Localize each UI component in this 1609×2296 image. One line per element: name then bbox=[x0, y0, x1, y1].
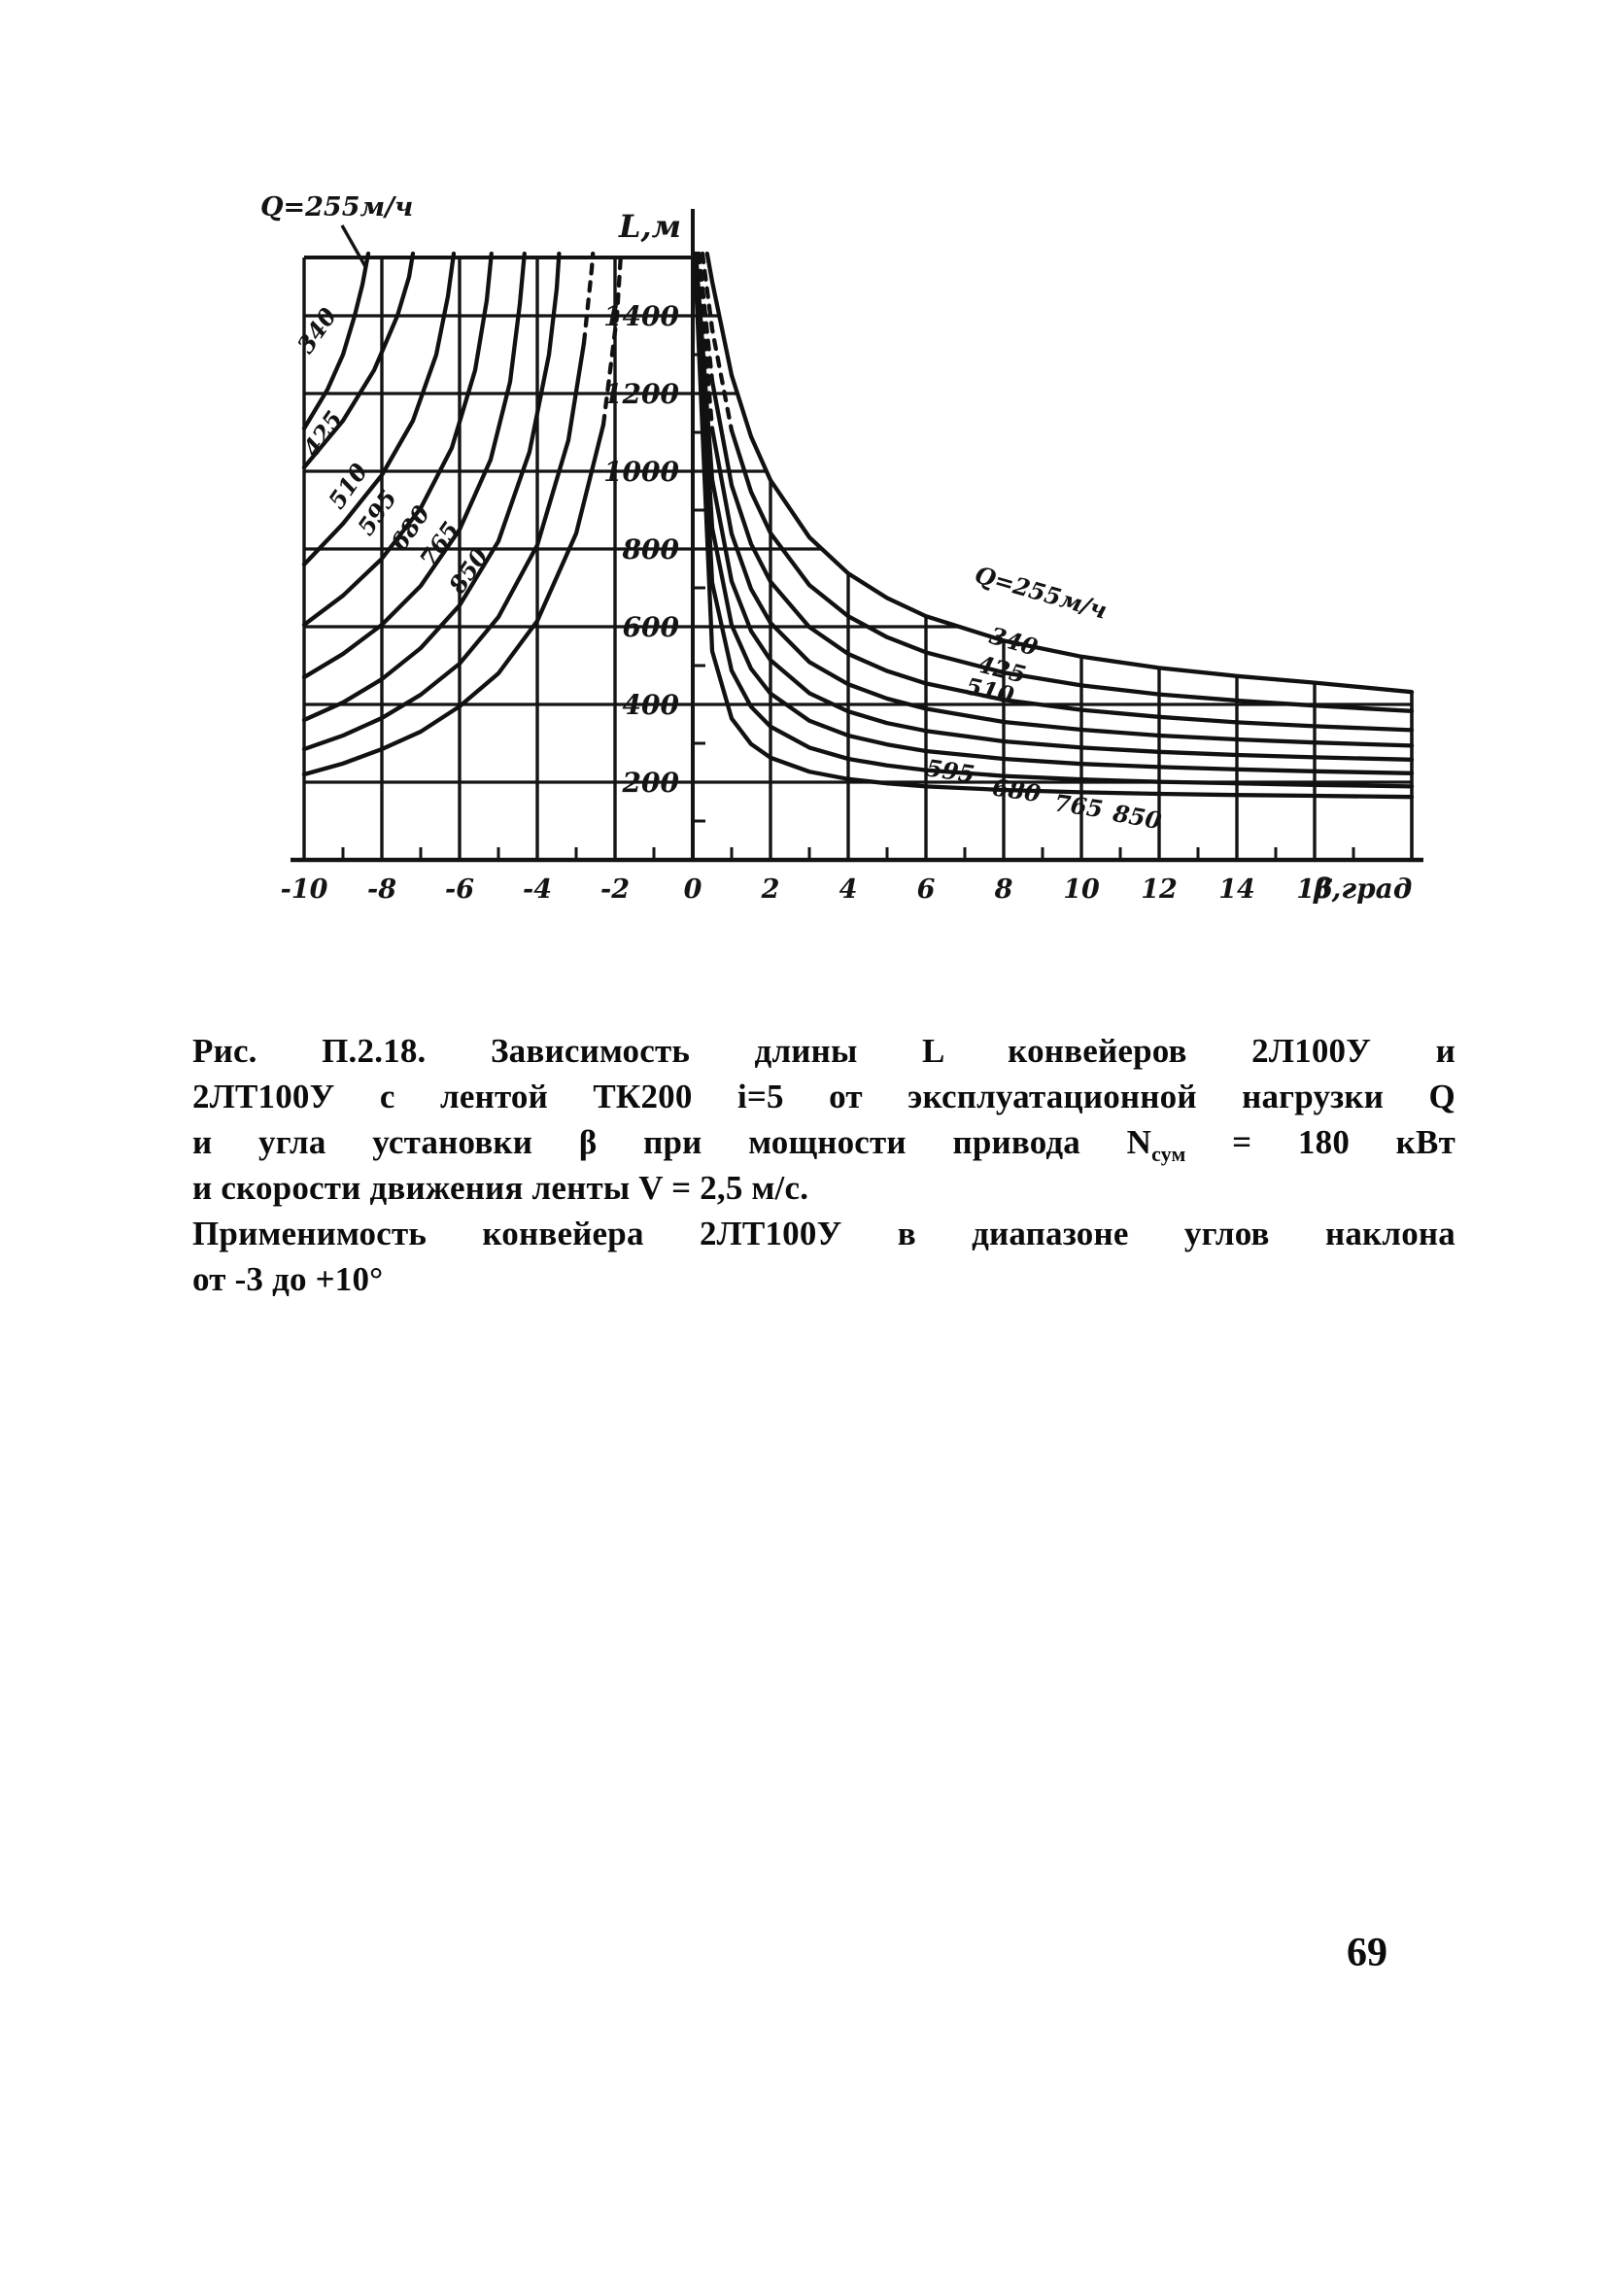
svg-text:L,м: L,м bbox=[618, 208, 681, 245]
svg-text:10: 10 bbox=[1063, 874, 1100, 905]
svg-text:β,град: β,град bbox=[1313, 873, 1412, 905]
svg-text:-2: -2 bbox=[600, 874, 630, 905]
svg-text:340: 340 bbox=[291, 302, 343, 359]
svg-text:14: 14 bbox=[1218, 874, 1255, 905]
svg-text:200: 200 bbox=[622, 767, 680, 799]
figure-chart-area: -10 -8 -6 -4 -2 0 2 4 6 8 10 12 14 16 200 400 600 800 1000… bbox=[0, 0, 1609, 972]
svg-text:850: 850 bbox=[1110, 799, 1164, 835]
svg-text:12: 12 bbox=[1141, 874, 1178, 905]
svg-text:6: 6 bbox=[917, 874, 936, 905]
caption-line-4: и скорости движения ленты V = 2,5 м/с. bbox=[192, 1169, 809, 1207]
svg-text:600: 600 bbox=[623, 611, 680, 643]
svg-text:1000: 1000 bbox=[603, 456, 679, 488]
svg-text:16: 16 bbox=[1296, 874, 1333, 905]
conveyor-length-nomogram: -10 -8 -6 -4 -2 0 2 4 6 8 10 12 14 16 200 400 600 800 1000… bbox=[260, 192, 1423, 905]
svg-text:-6: -6 bbox=[445, 874, 474, 905]
svg-text:Q=255м/ч: Q=255м/ч bbox=[260, 192, 413, 223]
svg-text:Q=255м/ч: Q=255м/ч bbox=[972, 560, 1110, 624]
svg-text:2: 2 bbox=[761, 874, 780, 905]
svg-text:-4: -4 bbox=[523, 874, 552, 905]
caption-line-3: и угла установки β при мощности привода … bbox=[192, 1123, 1455, 1166]
svg-text:-10: -10 bbox=[281, 874, 328, 905]
caption-line-1: Рис. П.2.18. Зависимость длины L конвейе… bbox=[192, 1032, 1455, 1070]
svg-text:800: 800 bbox=[622, 533, 680, 565]
caption-line-2: 2ЛТ100У с лентой ТК200 i=5 от эксплуатац… bbox=[192, 1078, 1455, 1115]
svg-text:-8: -8 bbox=[367, 874, 396, 905]
figure-caption: Рис. П.2.18. Зависимость длины L конвейе… bbox=[192, 1028, 1455, 1302]
svg-text:4: 4 bbox=[839, 874, 858, 905]
svg-text:1200: 1200 bbox=[603, 378, 679, 410]
svg-text:0: 0 bbox=[684, 874, 702, 905]
page-number: 69 bbox=[1347, 1931, 1387, 1975]
svg-text:8: 8 bbox=[994, 874, 1013, 905]
svg-text:400: 400 bbox=[623, 689, 680, 721]
caption-line-6: от -3 до +10° bbox=[192, 1260, 384, 1298]
caption-line-5: Применимость конвейера 2ЛТ100У в диапазо… bbox=[192, 1215, 1455, 1252]
